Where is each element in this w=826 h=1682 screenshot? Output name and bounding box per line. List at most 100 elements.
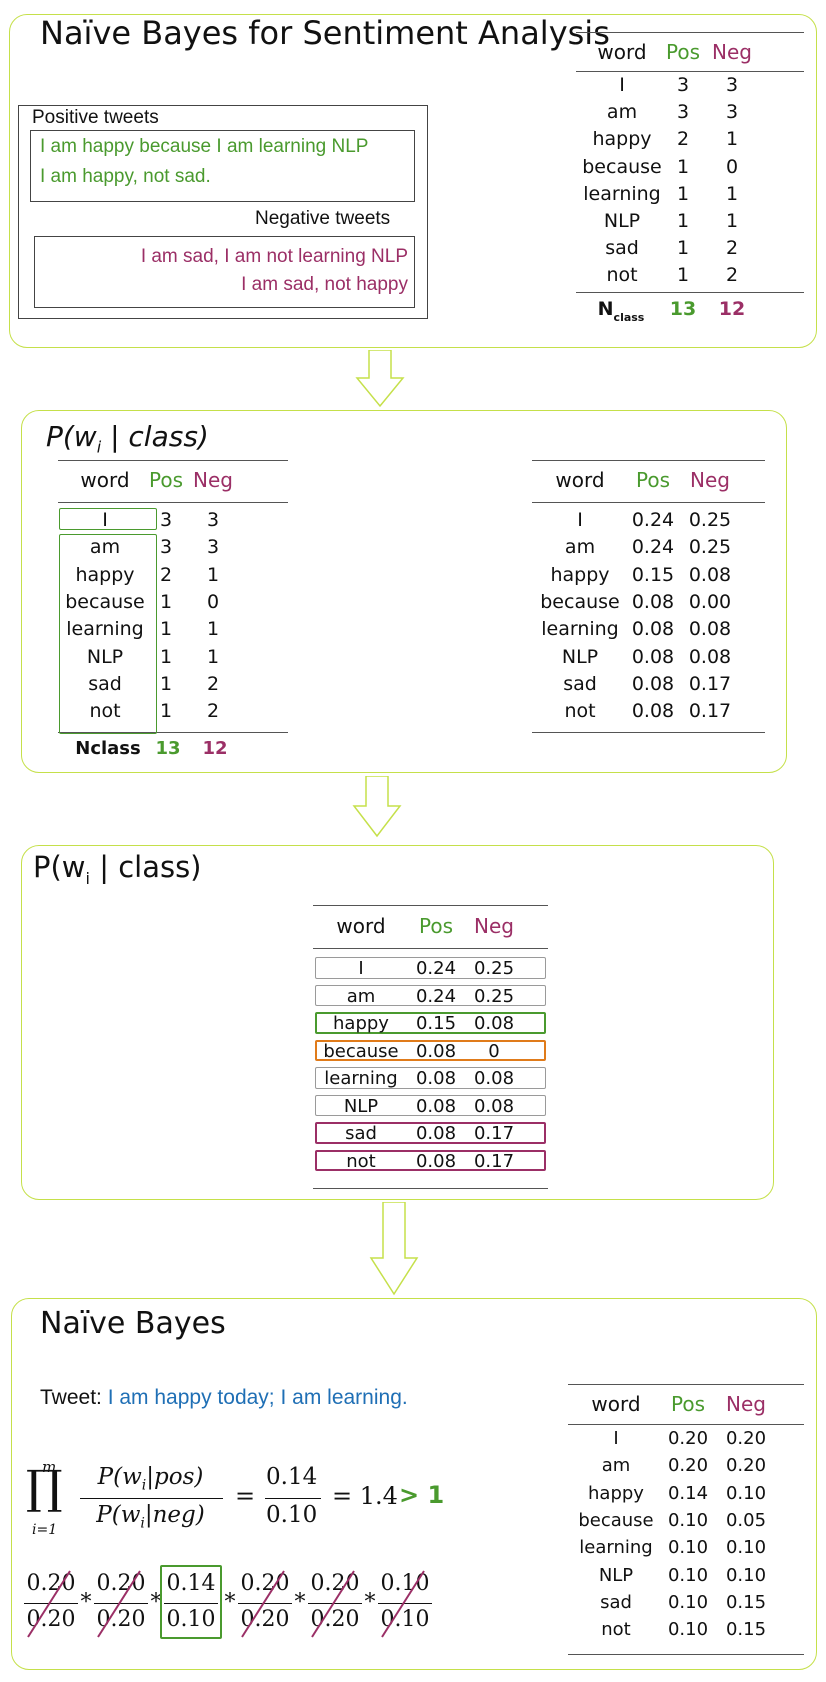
pos-value-i: 3 [676,74,690,96]
table-top-rule [58,460,288,461]
column-header-pos: Pos [148,468,183,492]
pos-value-nlp: 0.08 [631,645,675,668]
probability-table-2: word Pos Neg I 0.24 0.25 am 0.24 0.25 happy 0.15 0.… [532,460,765,740]
total-pos: 13 [155,738,181,759]
table-top-rule [568,1384,804,1385]
word-nlp: NLP [603,210,641,232]
neg-value-learning: 0.08 [473,1068,515,1089]
word-because: because [540,590,620,613]
fraction-bar [24,1603,78,1604]
neg-value-happy: 1 [725,128,739,151]
pos-value-i: 0.20 [667,1428,709,1449]
count-table-1: word Pos Neg I 3 3 am 3 3 happy 2 1 because 1 0 learnin… [576,32,804,352]
strike-through-mark [97,1570,141,1638]
total-neg: 12 [202,738,228,759]
column-header-neg: Neg [193,468,233,492]
pos-value-because: 0.08 [415,1040,457,1062]
fraction-6: 0.10 0.10 [376,1565,434,1641]
value-numerator: 0.14 [266,1464,318,1490]
pos-value-am: 3 [159,536,173,559]
ratio-numerator: P(wi|pos) [97,1464,204,1494]
table-bottom-rule [568,1654,804,1655]
column-header-pos: Pos [665,40,700,64]
down-arrow-1 [355,350,405,408]
column-header-word: word [80,468,130,492]
row-highlight-learning [315,1067,546,1089]
word-not: not [346,1150,376,1172]
tweets-frame [18,105,428,319]
pos-value-not: 0.08 [631,700,675,723]
pos-value-nlp: 1 [676,210,690,232]
neg-value-because: 0 [725,155,739,178]
table-header-rule [58,502,288,503]
verdict-greater-than-one: > 1 [399,1481,445,1509]
pos-value-learning: 1 [159,618,173,641]
total-label: Nclass [576,298,666,324]
pos-value-learning: 1 [676,182,690,205]
column-header-word: word [336,914,386,938]
fraction-bar [238,1603,292,1604]
pos-value-happy: 0.14 [667,1482,709,1504]
neg-value-nlp: 0.08 [473,1095,515,1117]
negative-tweets-label: Negative tweets [255,208,391,229]
neg-value-nlp: 0.08 [688,645,732,668]
pos-value-i: 0.24 [631,509,675,531]
total-label: Nclass [75,738,141,759]
highlighted-probability-table: word Pos Neg I 0.24 0.25 am 0.24 0.25 happy 0.15 0.… [313,905,548,1205]
neg-value-nlp: 1 [206,645,220,668]
row-highlight-happy [315,1012,546,1034]
multiply-sign: * [80,1590,92,1615]
neg-value-happy: 0.08 [473,1013,515,1034]
fraction-bar [308,1603,362,1604]
tweet-label: Tweet: [40,1386,108,1409]
column-header-pos: Pos [418,914,453,938]
neg-value-because: 0.05 [725,1509,767,1531]
neg-value-nlp: 0.10 [725,1564,767,1586]
fraction-denominator: 0.10 [166,1607,216,1632]
pos-value-learning: 0.08 [631,618,675,641]
multiply-sign: * [294,1590,306,1615]
pos-value-learning: 0.08 [415,1068,457,1089]
word-sad: sad [600,1591,632,1613]
neg-value-i: 0.20 [725,1428,767,1449]
table-header-rule [313,948,548,949]
word-learning: learning [541,618,619,641]
pos-value-am: 3 [676,101,690,124]
row-highlight-not [315,1149,546,1171]
word-learning: learning [66,618,144,641]
tweet-text: I am happy today; I am learning. [107,1386,408,1409]
panel4-title: Naïve Bayes [40,1306,226,1341]
word-am: am [346,985,376,1007]
positive-tweet-2: I am happy, not sad. [40,166,211,187]
word-i: I [613,1428,619,1449]
strike-through-mark [27,1570,71,1638]
positive-tweet-1: I am happy because I am learning NLP [40,136,369,157]
value-fraction-bar [265,1498,321,1499]
fraction-numerator: 0.14 [166,1571,216,1596]
ratio-denominator: P(wi|neg) [96,1502,205,1532]
multiply-sign: * [224,1590,236,1615]
tweet-line: Tweet: I am happy today; I am learning. [40,1386,408,1410]
table-header-rule [568,1424,804,1425]
row-highlight-am [315,984,546,1006]
product-lower-limit: i=1 [32,1522,58,1538]
neg-value-sad: 0.15 [725,1591,767,1613]
fraction-chain: 0.20 0.20 * 0.20 0.20 * 0.14 0.10 * 0.20 0.20 * 0.20… [22,1565,462,1645]
column-header-pos: Pos [670,1392,705,1416]
positive-tweets-label: Positive tweets [32,107,159,128]
neg-value-learning: 1 [725,182,739,205]
word-happy: happy [333,1013,389,1034]
word-not: not [564,700,596,723]
column-header-neg: Neg [474,914,514,938]
column-header-word: word [597,40,647,64]
strike-through-mark [311,1570,355,1638]
pos-value-am: 0.24 [415,985,457,1007]
neg-value-because: 0.00 [688,590,732,613]
word-nlp: NLP [343,1095,379,1117]
word-happy: happy [75,563,135,586]
pos-value-not: 1 [676,264,690,287]
pos-value-i: 3 [159,509,173,531]
total-neg: 12 [718,298,746,320]
equals-sign: = [235,1482,256,1510]
table-top-rule [532,460,765,461]
